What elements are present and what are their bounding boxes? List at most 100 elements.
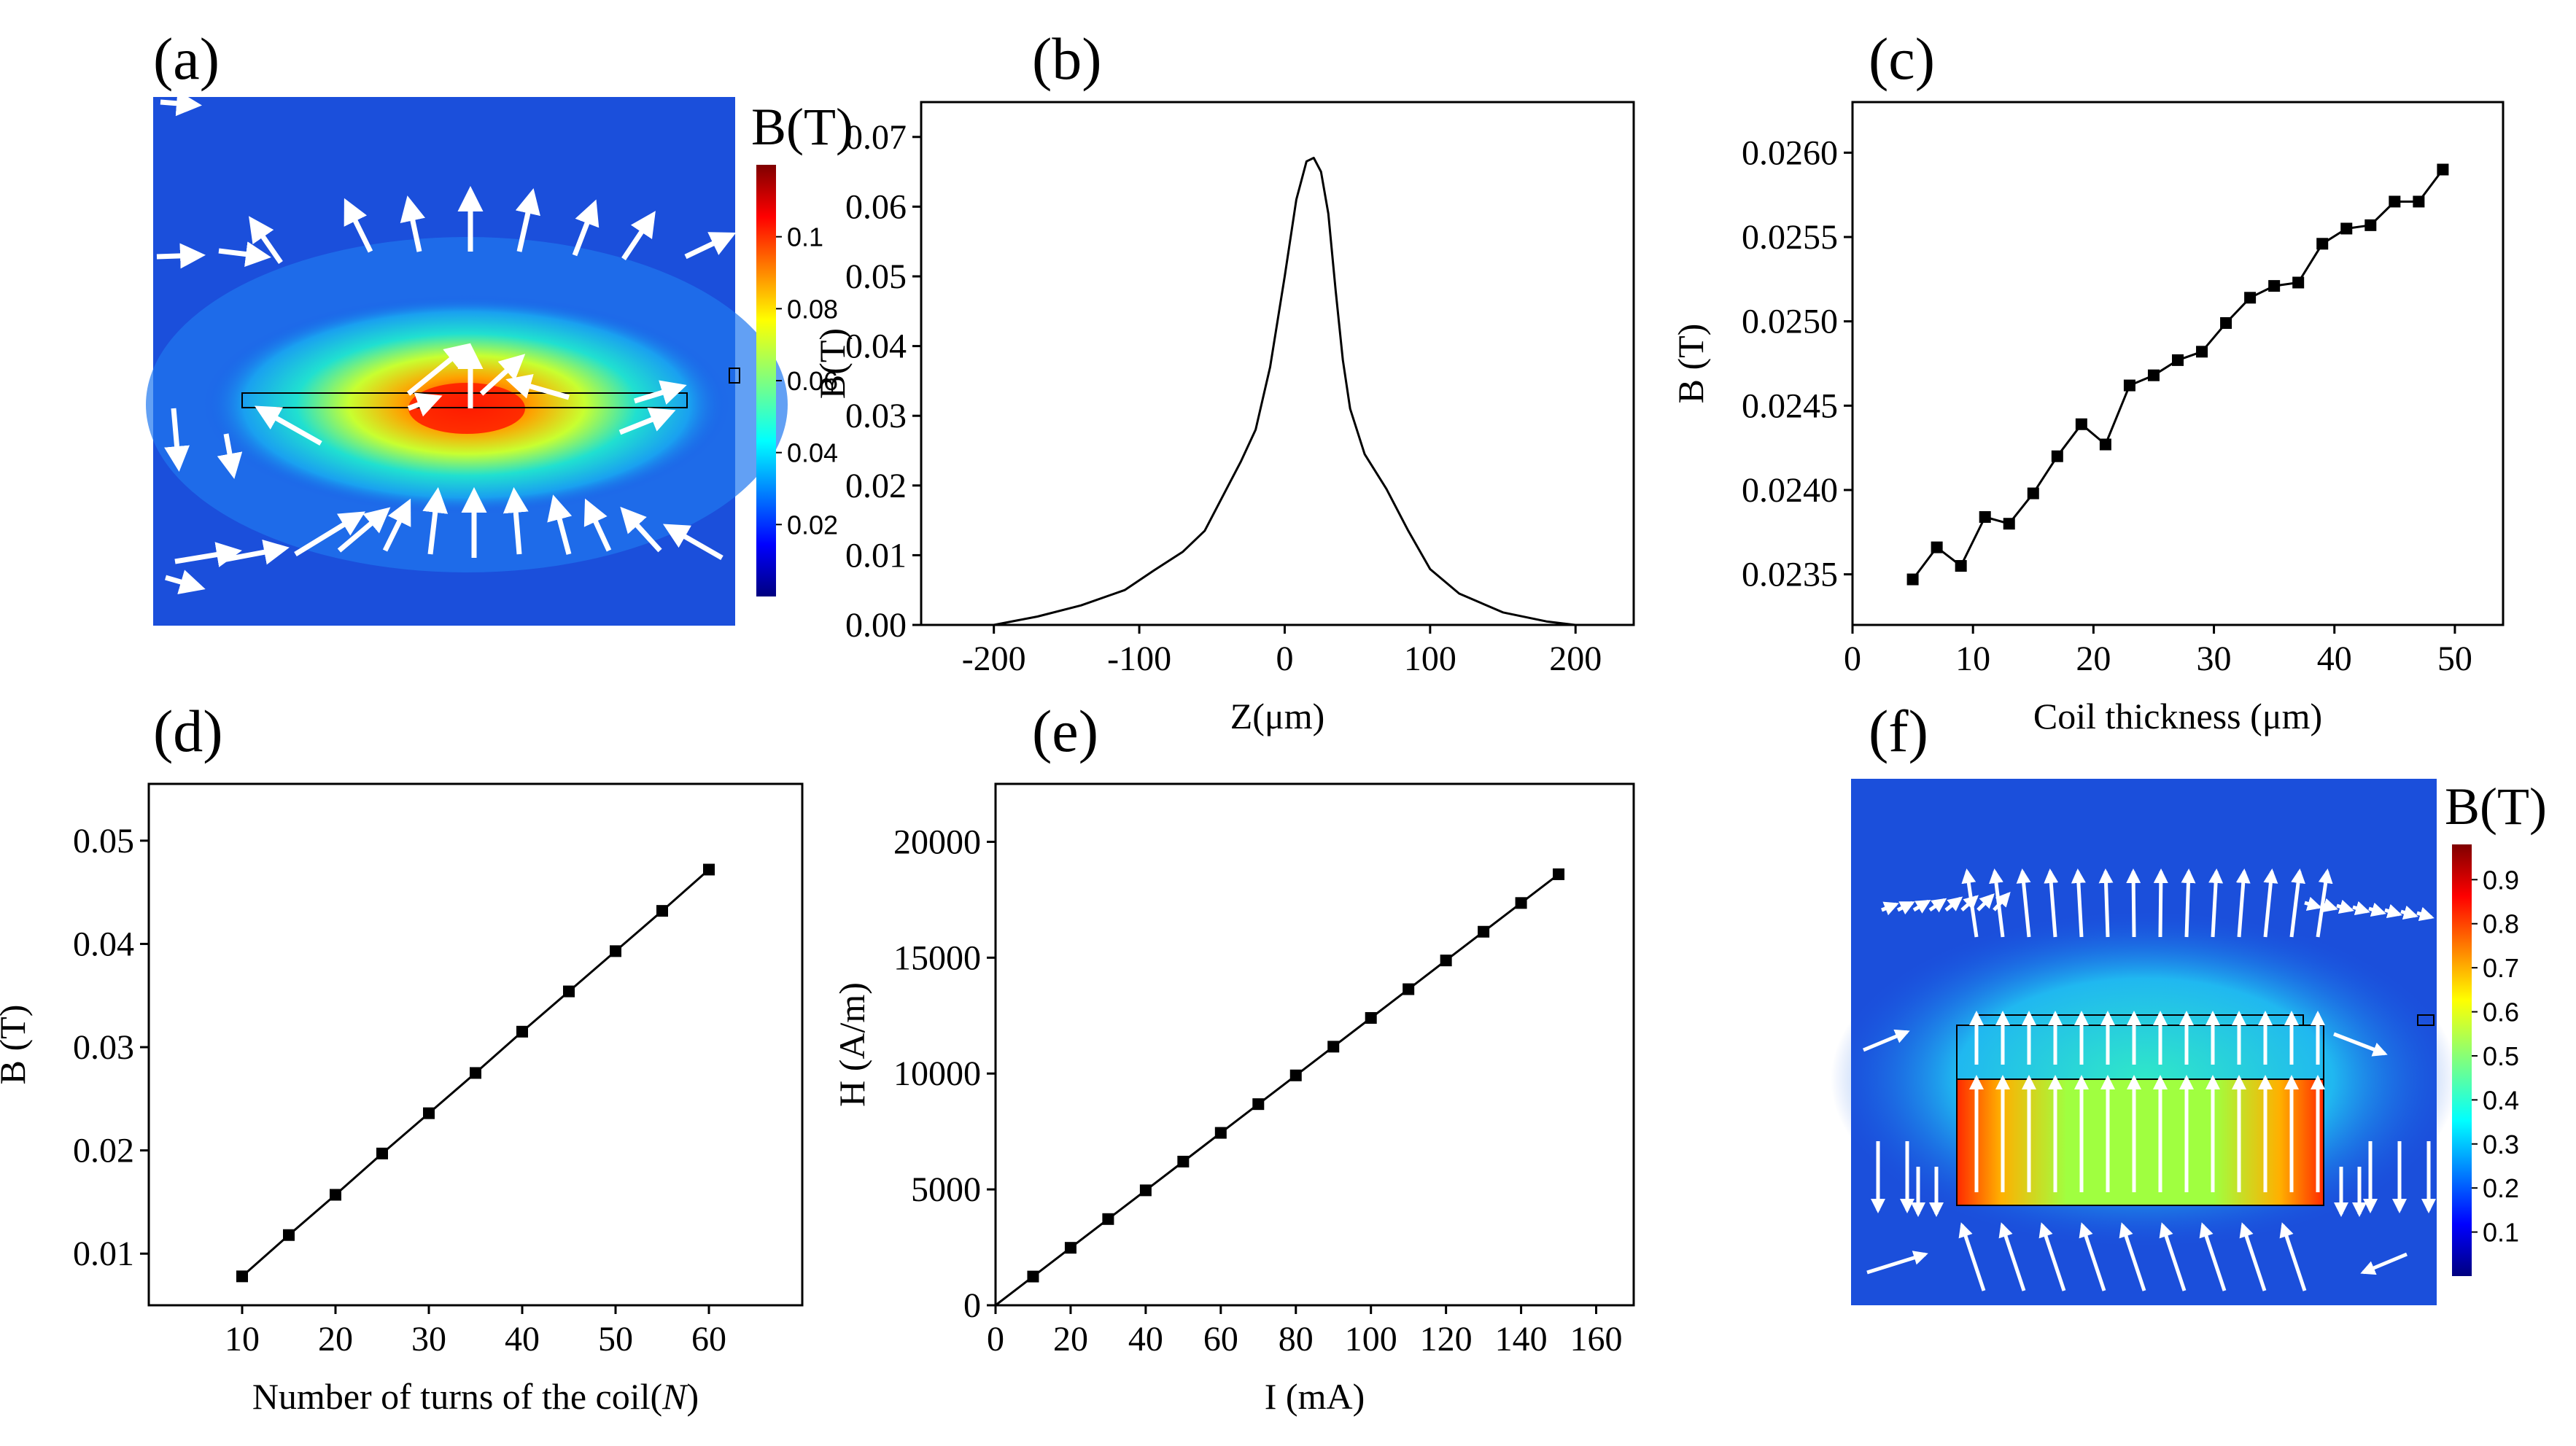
panel-b-y-axis-label: B(T) — [812, 328, 853, 399]
panel-e-y-tick-label: 15000 — [893, 938, 981, 977]
panel-e-data-point — [1252, 1098, 1265, 1111]
panel-e-x-axis-label-text: I (mA) — [1265, 1376, 1365, 1417]
panel-e-data-point — [1027, 1270, 1039, 1283]
panel-b-y-tick-label: 0.06 — [845, 187, 907, 226]
panel-e-x-tick-label: 80 — [1279, 1320, 1314, 1358]
panel-e-data-point — [1102, 1213, 1114, 1225]
panel-c-data-point — [1906, 573, 1919, 586]
panel-e-x-axis-label: I (mA) — [1265, 1376, 1365, 1417]
panel-c-data-point — [1979, 510, 1991, 523]
panel-a-colorbar: B(T) 0.02 0.04 0.06 0.08 0.1 — [751, 98, 853, 596]
panel-d-data-point — [283, 1229, 295, 1241]
panel-e-x-tick-label: 100 — [1345, 1320, 1397, 1358]
panel-b-frame — [920, 101, 1635, 626]
panel-b-y-tick-label: 0.05 — [845, 257, 907, 296]
panel-b-label: (b) — [1032, 26, 1102, 92]
panel-d-data-point — [423, 1107, 435, 1119]
panel-a-field-arrows — [156, 90, 737, 594]
panel-e-x-tick-label: 140 — [1495, 1320, 1548, 1358]
panel-d-x-tick-label: 40 — [505, 1320, 540, 1358]
panel-e-x-tick-label: 0 — [987, 1320, 1004, 1358]
panel-c-data-point — [1955, 560, 1967, 572]
panel-c: (c) 0 10 20 30 40 50 0.0235 0.0240 0.0245 0.0250 0.… — [1670, 26, 2505, 736]
panel-d-data-point — [563, 985, 575, 998]
panel-f-colorbar-tick-label: 0.3 — [2483, 1130, 2519, 1159]
panel-f-colorbar-tick-label: 0.4 — [2483, 1085, 2519, 1115]
panel-e-data-point — [1327, 1041, 1340, 1053]
panel-e-x-tick-label: 160 — [1570, 1320, 1623, 1358]
panel-f-field-map — [1831, 779, 2458, 1305]
panel-c-y-axis-label: B (T) — [1670, 324, 1711, 404]
panel-e: (e) 0 20 40 60 80 100 120 140 160 0 5000 10000 15000 2… — [831, 698, 1635, 1417]
panel-a-label: (a) — [153, 26, 220, 92]
panel-c-y-tick-label: 0.0255 — [1742, 218, 1838, 257]
panel-c-data-point — [1931, 541, 1943, 553]
panel-e-data-point — [1289, 1069, 1302, 1081]
panel-e-y-tick-label: 5000 — [911, 1170, 981, 1209]
panel-a: (a) — [146, 26, 853, 626]
panel-d-x-tick-label: 30 — [411, 1320, 446, 1358]
panel-c-y-tick-label: 0.0235 — [1742, 556, 1838, 594]
panel-e-y-tick-label: 10000 — [893, 1054, 981, 1093]
panel-c-data-point — [2147, 369, 2160, 381]
panel-e-data-point — [1139, 1184, 1152, 1197]
panel-c-data-point — [2003, 518, 2015, 530]
panel-b-x-axis-label: Z(μm) — [1230, 696, 1325, 736]
panel-c-x-tick-label: 30 — [2197, 640, 2232, 678]
panel-d-x-tick-label: 20 — [318, 1320, 353, 1358]
panel-b-y-tick-label: 0.04 — [845, 327, 907, 366]
panel-e-x-tick-label: 20 — [1053, 1320, 1088, 1358]
panel-c-label: (c) — [1869, 26, 1935, 92]
panel-d-frame — [147, 782, 804, 1307]
panel-d-y-tick-label: 0.01 — [73, 1235, 134, 1273]
panel-a-colorbar-tick-label: 0.02 — [787, 510, 838, 540]
panel-e-data-point — [1177, 1155, 1190, 1167]
panel-e-data-point — [1064, 1242, 1076, 1254]
panel-c-data-point — [2292, 276, 2305, 289]
panel-e-y-tick-label: 20000 — [893, 823, 981, 861]
panel-b-y-tick-label: 0.02 — [845, 467, 907, 505]
panel-d-data-point — [236, 1270, 248, 1283]
panel-e-x-tick-label: 120 — [1420, 1320, 1473, 1358]
panel-b-y-tick-label: 0.07 — [845, 118, 907, 157]
panel-c-y-tick-label: 0.0260 — [1742, 133, 1838, 172]
panel-d-x-axis-label-symbol: N — [662, 1376, 688, 1417]
panel-b: (b) -200 -100 0 100 200 0.00 0.01 0.02 0.03 0.04 0.… — [812, 26, 1635, 736]
panel-c-x-tick-label: 0 — [1844, 640, 1861, 678]
panel-d-y-axis-label: B (T) — [0, 1005, 33, 1085]
panel-c-x-tick-label: 50 — [2437, 640, 2472, 678]
panel-d: (d) 10 20 30 40 50 60 0.01 0.02 0.03 0.04 0.05 Numbe… — [0, 698, 804, 1417]
panel-c-data-point — [2316, 238, 2329, 250]
panel-c-data-point — [2196, 346, 2208, 358]
panel-e-x-tick-label: 60 — [1203, 1320, 1238, 1358]
panel-b-x-axis-label-text: Z(μm) — [1230, 696, 1325, 736]
panel-f-colorbar-tick-label: 0.9 — [2483, 865, 2519, 895]
panel-f-colorbar-tick-label: 0.5 — [2483, 1041, 2519, 1071]
panel-c-x-axis-label: Coil thickness (μm) — [2033, 696, 2322, 736]
panel-f-colorbar-tick-label: 0.7 — [2483, 953, 2519, 983]
panel-e-data-point — [1515, 897, 1527, 909]
panel-a-colorbar-tick-label: 0.08 — [787, 294, 838, 324]
panel-a-colorbar-tick-label: 0.04 — [787, 438, 838, 468]
panel-d-x-tick-label: 50 — [598, 1320, 633, 1358]
panel-b-x-tick-label: -200 — [962, 640, 1026, 678]
panel-d-data-point — [330, 1189, 341, 1201]
panel-f-label: (f) — [1869, 698, 1928, 764]
panel-f-colorbar: B(T) 0.1 0.2 0.3 0.4 0.5 0.6 0.7 0.8 0.9 — [2445, 777, 2547, 1276]
panel-d-y-tick-label: 0.02 — [73, 1132, 134, 1170]
panel-f: (f) B(T) 0.1 0.2 0.3 0.4 0.5 0.6 0.7 0.8 0.9 — [1831, 698, 2547, 1305]
panel-f-colorbar-tick-label: 0.8 — [2483, 909, 2519, 939]
panel-d-data-point — [470, 1067, 481, 1079]
panel-a-field-map — [146, 90, 788, 626]
panel-c-x-tick-label: 10 — [1955, 640, 1990, 678]
panel-c-data-point — [2220, 316, 2232, 329]
panel-a-colorbar-gradient — [756, 165, 776, 596]
panel-c-x-tick-label: 20 — [2076, 640, 2111, 678]
panel-c-data-point — [2075, 418, 2087, 430]
panel-e-data-point — [1440, 955, 1452, 967]
panel-a-colorbar-tick-label: 0.06 — [787, 366, 838, 396]
panel-c-y-tick-label: 0.0250 — [1742, 303, 1838, 341]
panel-c-series-line — [1912, 168, 2444, 580]
panel-e-data-point — [1403, 983, 1415, 995]
panel-c-data-point — [2123, 379, 2135, 392]
